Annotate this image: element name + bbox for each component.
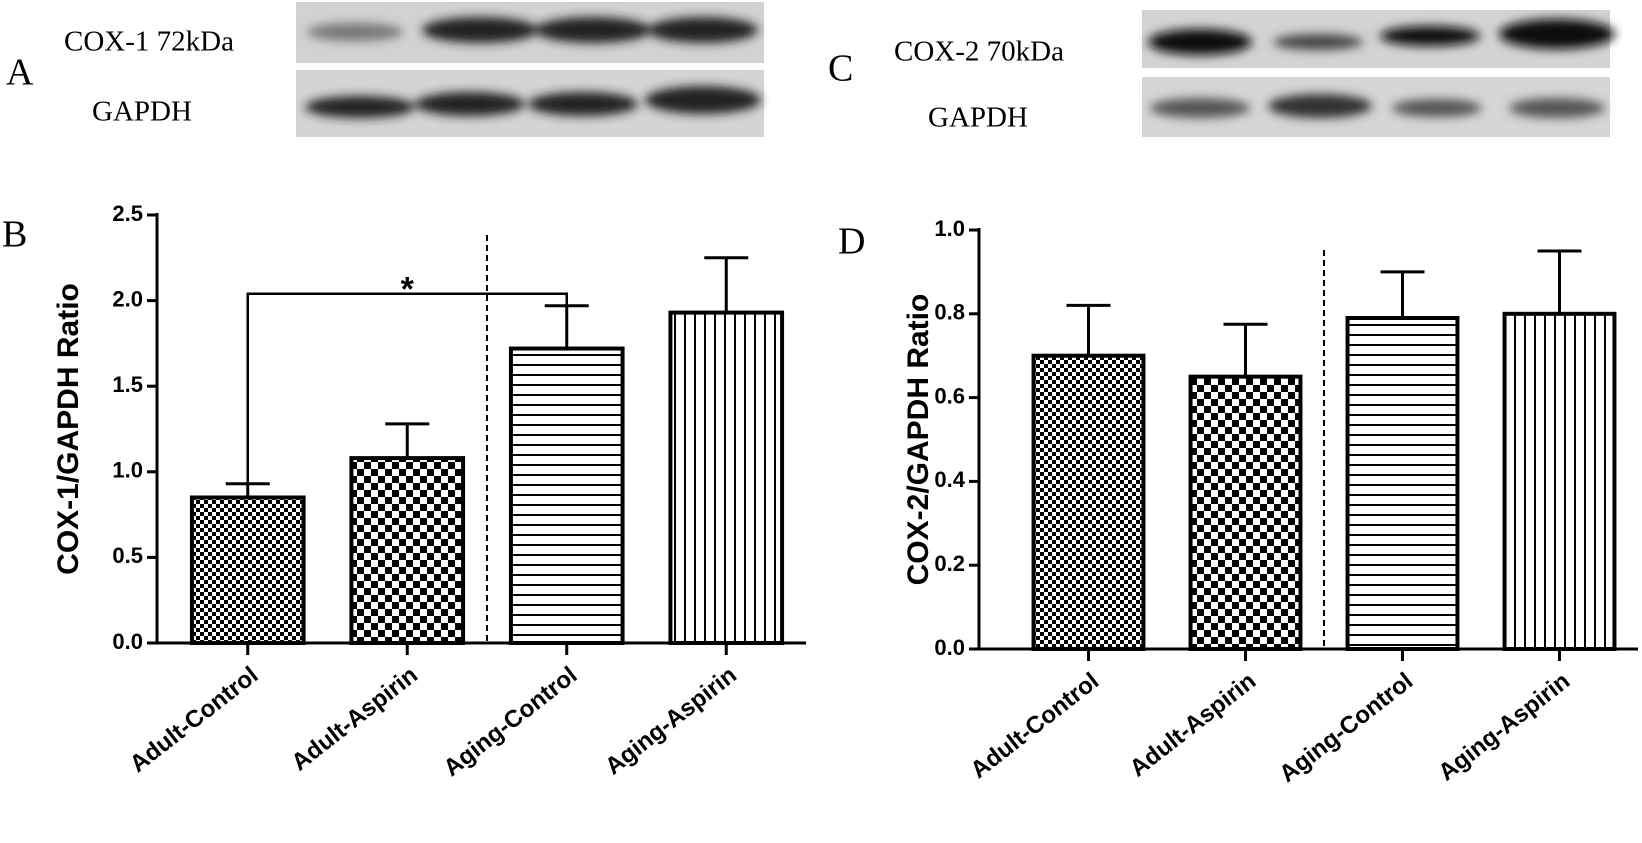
bar [1345, 315, 1460, 651]
bar [1188, 374, 1303, 651]
y-tick-label: 1.0 [934, 216, 965, 241]
significance-bracket [246, 292, 568, 484]
blot-label: COX-2 70kDa [894, 36, 1064, 68]
x-tick-label: Aging-Aspirin [600, 661, 742, 780]
x-tick-label: Aging-Control [439, 661, 583, 782]
y-axis-title: COX-2/GAPDH Ratio [902, 294, 935, 586]
y-tick-label: 0.0 [934, 635, 965, 660]
panel-label: C [828, 48, 853, 90]
blot-cox2 [1142, 10, 1615, 137]
panel-label: B [2, 214, 27, 256]
blot-cox1 [296, 2, 764, 137]
y-tick-label: 0.4 [934, 467, 965, 492]
x-tick-label: Adult-Aspirin [1125, 667, 1261, 782]
x-tick-label: Adult-Aspirin [286, 661, 422, 776]
bar [189, 495, 306, 646]
x-tick-label: Aging-Control [1274, 667, 1418, 788]
panel-label: D [838, 221, 865, 263]
bar [349, 456, 466, 645]
y-tick-label: 1.0 [112, 458, 143, 483]
x-tick-label: Adult-Control [966, 667, 1104, 783]
y-tick-label: 0.6 [934, 383, 965, 408]
significance-label: * [401, 271, 415, 309]
y-tick-label: 0.0 [112, 629, 143, 654]
y-tick-label: 0.2 [934, 551, 965, 576]
y-tick-label: 0.8 [934, 300, 965, 325]
y-tick-label: 2.5 [112, 201, 143, 226]
blot-label: COX-1 72kDa [64, 26, 234, 58]
bar [508, 346, 625, 645]
y-tick-label: 2.0 [112, 286, 143, 311]
bar [1031, 353, 1146, 651]
y-axis-title: COX-1/GAPDH Ratio [52, 283, 85, 575]
x-tick-label: Adult-Control [125, 661, 263, 777]
blot-label: GAPDH [928, 102, 1028, 134]
x-tick-label: Aging-Aspirin [1433, 667, 1575, 786]
bar [1502, 311, 1617, 651]
y-tick-label: 1.5 [112, 372, 143, 397]
blot-label: GAPDH [92, 96, 192, 128]
panel-label: A [6, 52, 34, 94]
bar [668, 310, 785, 645]
y-tick-label: 0.5 [112, 543, 143, 568]
